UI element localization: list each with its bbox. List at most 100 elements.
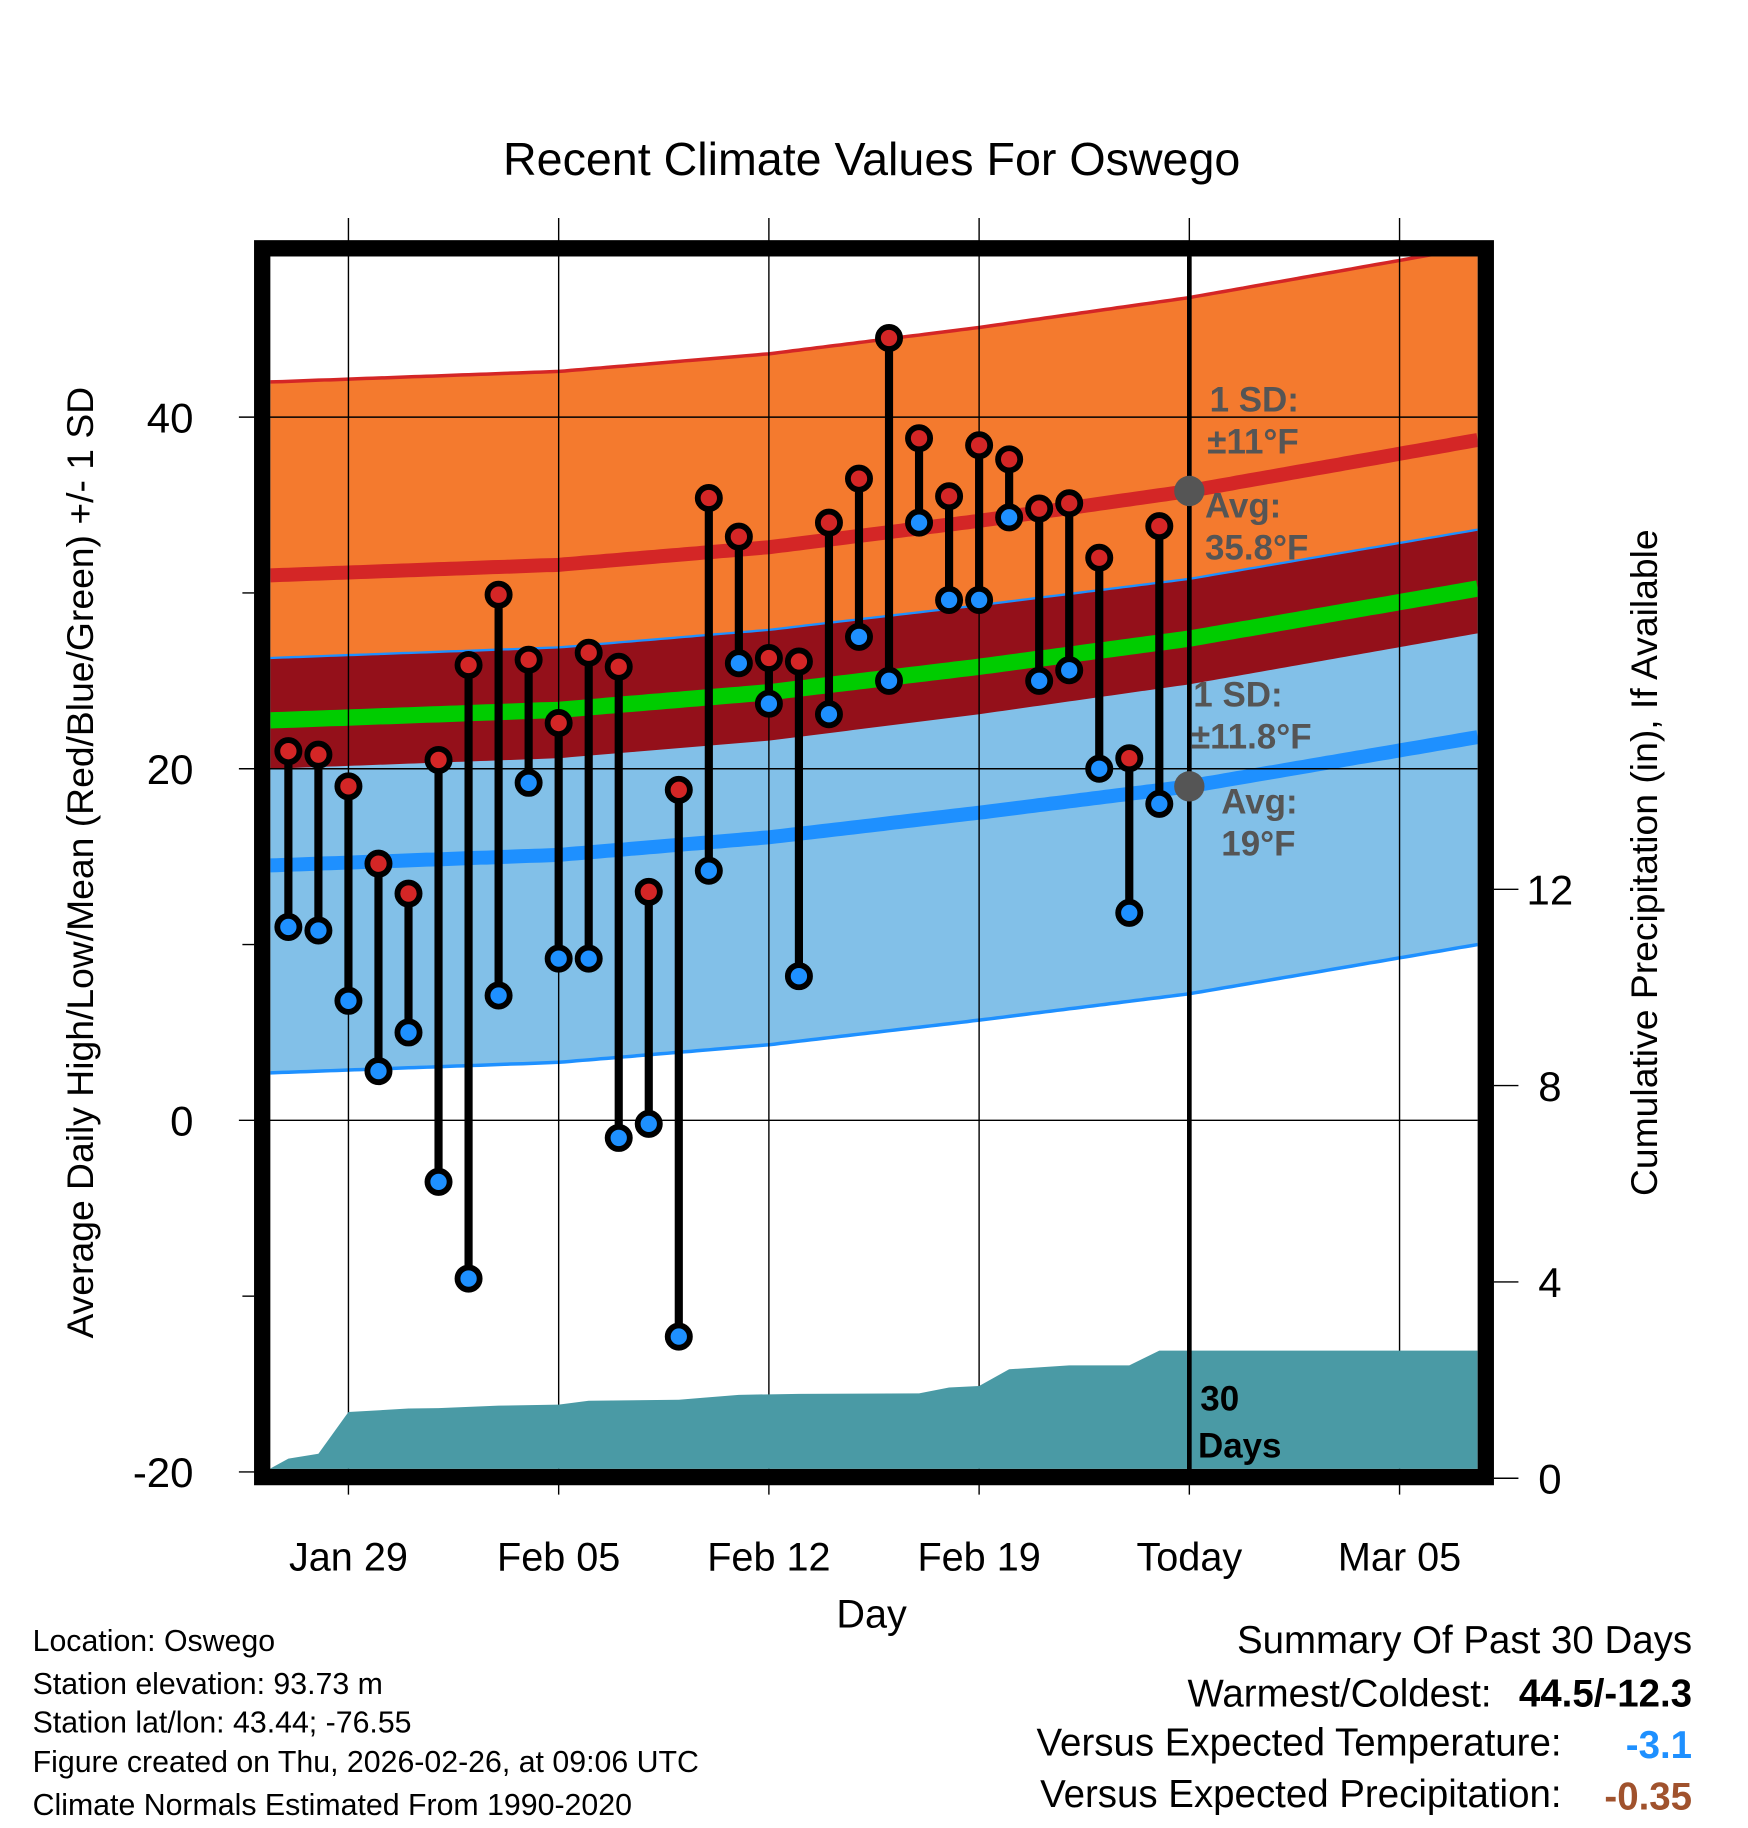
summary-title: Summary Of Past 30 Days: [1237, 1619, 1692, 1662]
daily-high-point: [845, 464, 873, 493]
daily-high-point: [694, 484, 723, 512]
daily-low-point: [304, 916, 333, 945]
daily-high-point: [784, 647, 813, 676]
daily-low-point: [574, 944, 603, 973]
summary-precip-label: Versus Expected Precipitation:: [1040, 1773, 1561, 1816]
x-axis-label: Day: [836, 1592, 907, 1636]
plot-frame: [254, 240, 1494, 1486]
summary-precip-value: -0.35: [1604, 1775, 1692, 1818]
daily-high-point: [334, 772, 363, 801]
x-tick-label: Feb 05: [497, 1535, 620, 1579]
annotation-high-sd-2: ±11°F: [1207, 422, 1298, 461]
daily-low-point: [905, 508, 934, 537]
y2-tick-label: 12: [1527, 866, 1574, 913]
x-tick-label: Feb 12: [707, 1535, 830, 1579]
daily-low-point: [814, 700, 843, 729]
daily-high-point: [634, 877, 663, 906]
annotation-high-avg-1: Avg:: [1205, 487, 1281, 526]
x-tick-label: Jan 29: [289, 1535, 408, 1579]
daily-high-point: [424, 745, 453, 774]
footer-elevation: Station elevation: 93.73 m: [33, 1668, 383, 1701]
daily-high-point: [304, 740, 333, 769]
daily-high-point: [274, 737, 303, 766]
summary-warmest-value: 44.5/-12.3: [1519, 1673, 1692, 1716]
daily-low-point: [1025, 666, 1054, 695]
y-axis-label: Average Daily High/Low/Mean (Red/Blue/Gr…: [59, 387, 101, 1339]
daily-low-point: [274, 912, 303, 941]
daily-high-point: [935, 482, 964, 511]
daily-low-point: [875, 666, 903, 695]
daily-low-point: [935, 585, 964, 614]
daily-low-point: [424, 1167, 453, 1196]
daily-low-point: [544, 944, 573, 973]
daily-high-point: [604, 652, 633, 681]
low-plus-sd-line: [270, 528, 1478, 660]
chart-title: Recent Climate Values For Oswego: [503, 133, 1240, 185]
daily-low-point: [845, 622, 873, 651]
x-tick-label: Feb 19: [917, 1535, 1040, 1579]
y-tick-label: 20: [147, 746, 194, 793]
summary-temp-value: -3.1: [1626, 1724, 1692, 1767]
precip-area: [270, 1350, 1478, 1469]
annotation-30-days-1: 30: [1200, 1380, 1239, 1419]
footer-normals: Climate Normals Estimated From 1990-2020: [33, 1789, 632, 1822]
daily-high-point: [724, 522, 753, 551]
precipitation-area: [270, 1350, 1478, 1469]
daily-low-point: [364, 1057, 393, 1086]
footer-location: Location: Oswego: [33, 1625, 275, 1658]
x-tick-label: Mar 05: [1338, 1535, 1461, 1579]
daily-high-point: [544, 709, 573, 738]
daily-low-point: [694, 856, 723, 885]
daily-low-point: [604, 1123, 633, 1152]
annotation-low-avg-2: 19°F: [1221, 825, 1295, 864]
daily-low-point: [394, 1018, 423, 1047]
summary-temp-label: Versus Expected Temperature:: [1037, 1722, 1562, 1765]
today-high-avg-marker: [1174, 475, 1205, 507]
daily-low-point: [1085, 754, 1114, 783]
daily-high-point: [754, 643, 783, 672]
daily-low-point: [965, 585, 994, 614]
daily-high-point: [454, 651, 483, 680]
annotation-low-avg-1: Avg:: [1221, 783, 1297, 822]
normal-bands: [270, 256, 1478, 1075]
daily-high-point: [814, 508, 843, 537]
daily-low-point: [484, 981, 513, 1010]
daily-high-point: [905, 424, 934, 453]
daily-low-point: [1115, 898, 1144, 927]
y-tick-label: 0: [170, 1097, 193, 1144]
daily-high-point: [1025, 494, 1054, 523]
y2-tick-label: 4: [1538, 1259, 1561, 1306]
observations: [274, 324, 1174, 1351]
daily-low-point: [724, 649, 753, 678]
daily-low-point: [1055, 656, 1084, 685]
summary-warmest-label: Warmest/Coldest:: [1188, 1673, 1492, 1716]
daily-low-point: [454, 1264, 483, 1293]
daily-low-point: [1145, 789, 1174, 818]
high-plus-sd-line: [270, 256, 1432, 384]
today-low-avg-marker: [1174, 771, 1205, 802]
y-tick-label: 40: [147, 394, 194, 441]
today-line: [1174, 256, 1205, 1472]
x-tick-label: Today: [1136, 1535, 1242, 1579]
y2-axis-label: Cumulative Precipitation (in), If Availa…: [1623, 529, 1665, 1196]
daily-low-point: [634, 1109, 663, 1138]
daily-high-point: [1055, 489, 1084, 518]
daily-high-point: [1115, 744, 1144, 773]
daily-low-point: [514, 768, 543, 797]
daily-low-point: [334, 986, 363, 1015]
daily-high-point: [364, 849, 393, 878]
daily-high-point: [664, 775, 693, 804]
daily-high-point: [965, 431, 994, 460]
annotation-high-sd-1: 1 SD:: [1210, 381, 1299, 420]
daily-high-point: [1085, 543, 1114, 572]
annotation-high-avg-2: 35.8°F: [1205, 529, 1308, 568]
daily-low-point: [664, 1322, 693, 1351]
annotation-low-sd-2: ±11.8°F: [1191, 717, 1312, 756]
daily-high-point: [875, 324, 903, 353]
daily-high-point: [514, 645, 543, 674]
axes: Jan 29 Feb 05 Feb 12 Feb 19 Today Mar 05 40 20 0…: [133, 394, 1573, 1579]
high-mean-line: [270, 433, 1478, 583]
daily-high-point: [1145, 512, 1174, 541]
annotation-low-sd-1: 1 SD:: [1193, 675, 1282, 714]
